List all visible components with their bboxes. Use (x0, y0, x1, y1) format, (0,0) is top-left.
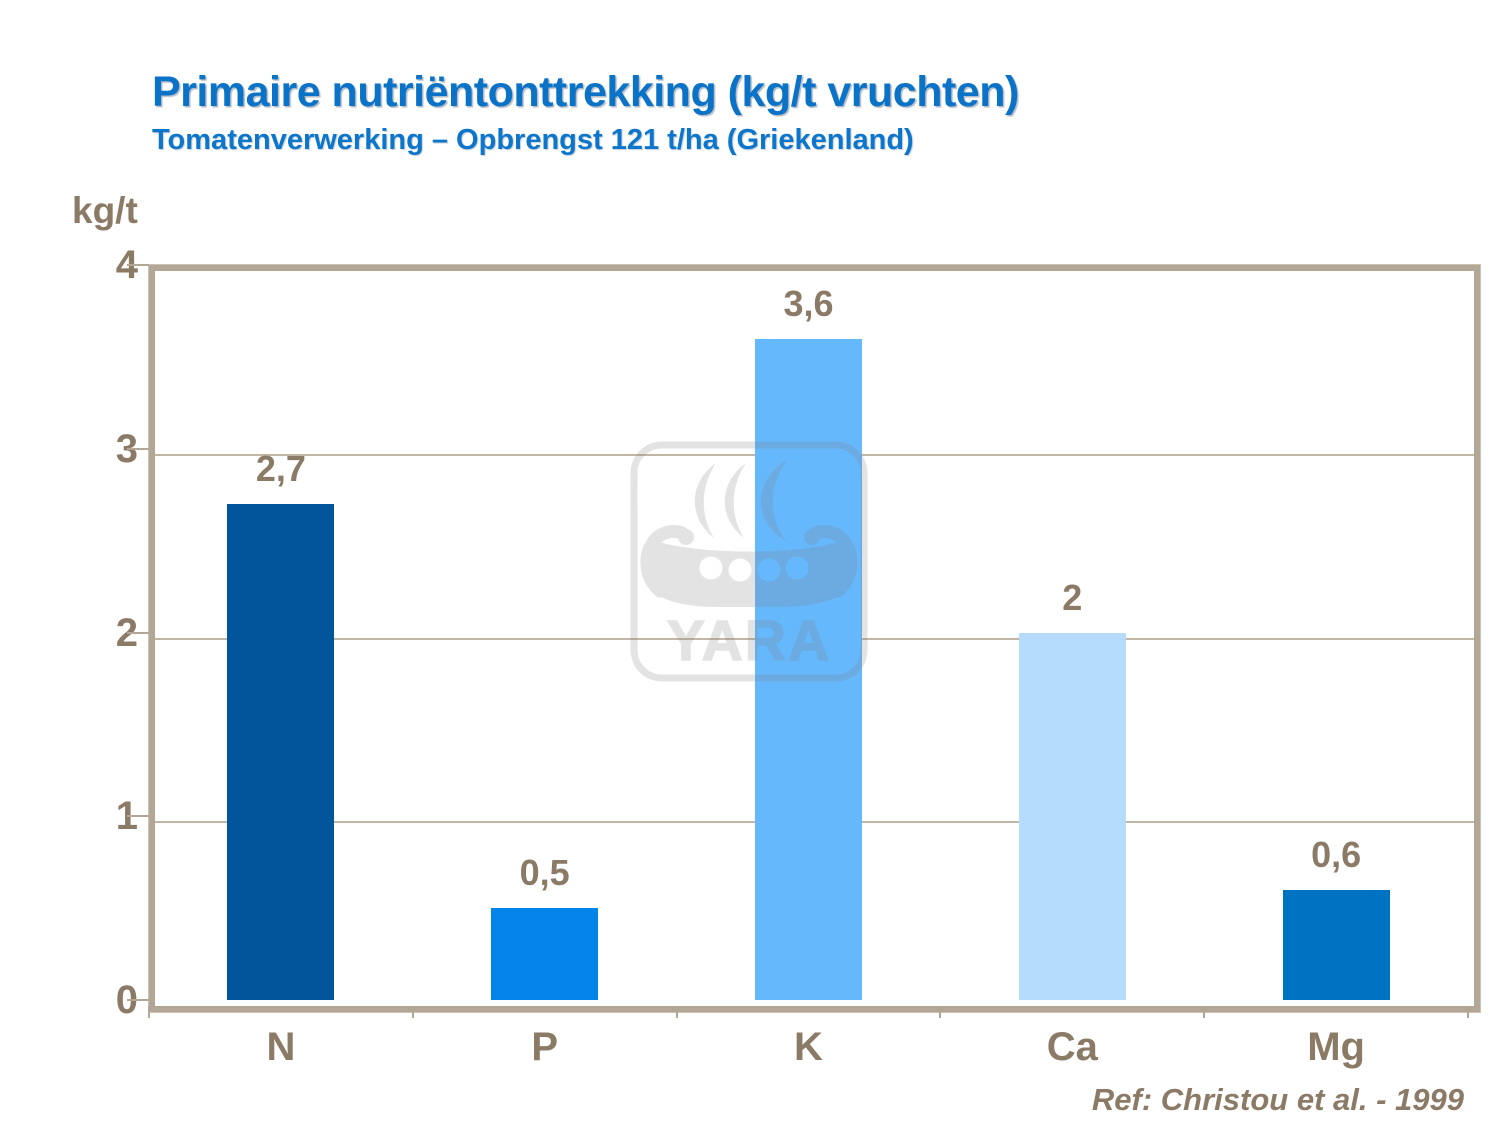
x-tick-mark (939, 1006, 942, 1018)
x-label-Mg: Mg (1307, 1025, 1365, 1069)
x-tick-mark (148, 1006, 150, 1018)
x-label-Ca: Ca (1046, 1025, 1098, 1069)
y-tick-mark (127, 264, 149, 266)
y-tick-label: 1 (115, 794, 138, 839)
value-label-P: 0,5 (519, 852, 570, 894)
yara-logo-watermark: YARA (630, 441, 868, 682)
x-tick-mark (411, 1006, 414, 1018)
y-tick-mark (127, 447, 149, 450)
bar-N (227, 503, 335, 1000)
y-axis-unit-label: kg/t (72, 190, 138, 231)
viking-ship-icon: YARA (630, 441, 868, 682)
y-tick-label: 2 (115, 610, 138, 655)
value-label-N: 2,7 (255, 447, 306, 489)
chart-subtitle: Tomatenverwerking – Opbrengst 121 t/ha (… (152, 124, 914, 156)
y-tick-label: 3 (115, 426, 138, 471)
y-tick-mark (127, 999, 149, 1001)
page-title: Primaire nutriëntonttrekking (kg/t vruch… (152, 68, 1019, 116)
y-tick-label: 4 (115, 243, 138, 287)
reference-text: Ref: Christou et al. - 1999 (1091, 1082, 1464, 1117)
y-tick-label: 0 (115, 978, 138, 1022)
bar-P (491, 908, 599, 1000)
x-label-P: P (531, 1025, 559, 1069)
bar-Mg (1282, 889, 1390, 1000)
x-label-N: N (266, 1025, 296, 1069)
x-label-K: K (794, 1025, 823, 1069)
y-tick-mark (127, 815, 149, 818)
watermark-text: YARA (667, 609, 831, 673)
x-tick-mark (1203, 1006, 1206, 1018)
value-label-Ca: 2 (1062, 576, 1083, 618)
x-tick-mark (1467, 1006, 1469, 1018)
y-tick-mark (127, 631, 149, 634)
bar-Ca (1018, 632, 1126, 1000)
bar-K (755, 338, 862, 1000)
value-label-Mg: 0,6 (1311, 833, 1362, 875)
value-label-K: 3,6 (783, 282, 834, 324)
x-tick-mark (675, 1006, 678, 1018)
